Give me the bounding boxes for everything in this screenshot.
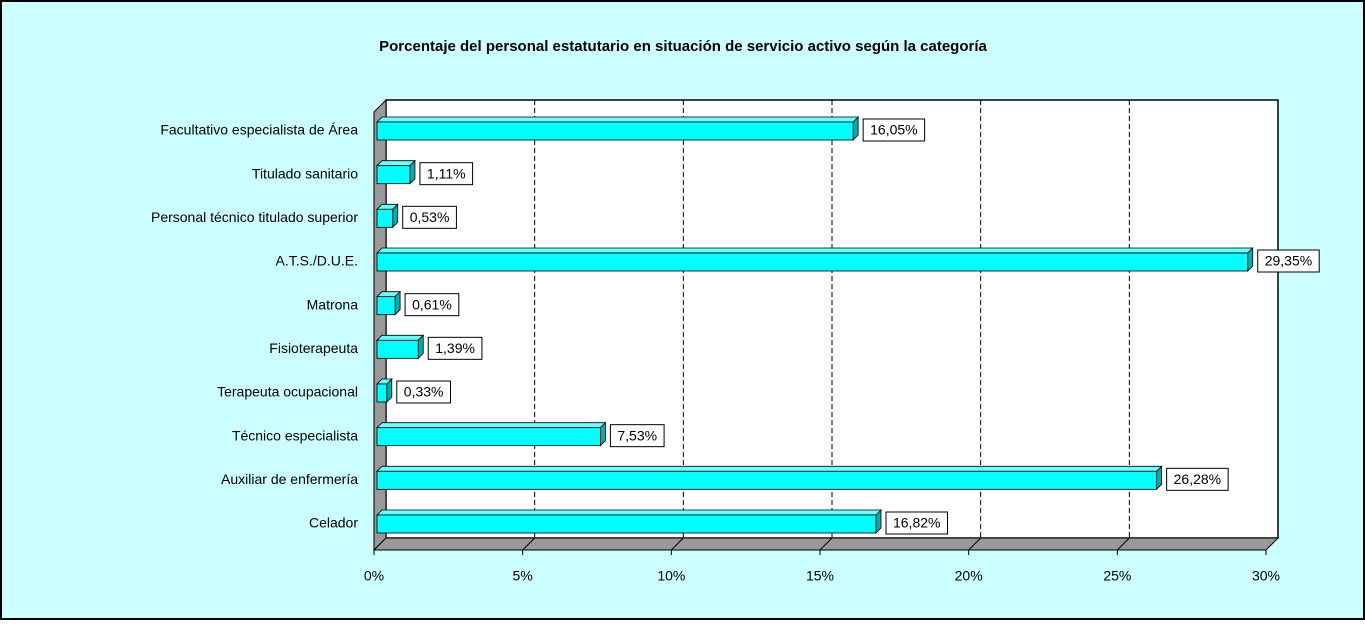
value-label-box bbox=[1257, 249, 1320, 273]
y-tick-label: Técnico especialista bbox=[232, 427, 358, 443]
x-tick-label: 10% bbox=[657, 568, 685, 584]
value-label-box bbox=[1166, 467, 1229, 491]
value-label: 1,11% bbox=[427, 165, 466, 181]
value-label-box bbox=[402, 205, 457, 229]
value-label: 0,53% bbox=[410, 209, 450, 225]
bar bbox=[376, 427, 601, 447]
bar bbox=[376, 252, 1249, 272]
bar bbox=[376, 470, 1158, 490]
value-label-box bbox=[396, 380, 451, 404]
x-tick-label: 30% bbox=[1252, 568, 1280, 584]
grid-line bbox=[670, 537, 684, 551]
y-tick-label: A.T.S./D.U.E. bbox=[276, 253, 358, 269]
value-label: 7,53% bbox=[617, 427, 657, 443]
y-tick-label: Fisioterapeuta bbox=[269, 340, 358, 356]
y-tick-label: Personal técnico titulado superior bbox=[151, 209, 358, 225]
grid-line bbox=[522, 537, 536, 551]
bar-top bbox=[376, 247, 1254, 254]
y-tick-label: Titulado sanitario bbox=[252, 165, 358, 181]
value-label: 0,61% bbox=[412, 296, 452, 312]
bar-top bbox=[376, 422, 607, 429]
bar bbox=[376, 121, 854, 141]
bar bbox=[376, 383, 388, 403]
grid-line bbox=[1116, 537, 1130, 551]
value-label-box bbox=[419, 162, 474, 186]
chart-title: Porcentaje del personal estatutario en s… bbox=[379, 38, 987, 55]
y-tick-label: Matrona bbox=[307, 296, 359, 312]
value-label: 26,28% bbox=[1174, 471, 1221, 487]
value-label-box bbox=[404, 293, 460, 317]
x-tick-label: 5% bbox=[513, 568, 533, 584]
bar-top bbox=[376, 160, 416, 167]
x-tick-label: 0% bbox=[364, 568, 384, 584]
value-label-box bbox=[609, 424, 665, 448]
value-label: 0,33% bbox=[404, 384, 444, 400]
value-label: 16,05% bbox=[870, 122, 917, 138]
bar bbox=[376, 165, 411, 185]
value-label: 16,82% bbox=[893, 515, 940, 531]
bar-top bbox=[376, 509, 882, 516]
bar bbox=[376, 296, 396, 316]
bar-top bbox=[376, 334, 425, 341]
y-tick-label: Auxiliar de enfermería bbox=[221, 471, 358, 487]
value-label-box bbox=[885, 511, 948, 535]
value-label: 1,39% bbox=[435, 340, 475, 356]
bar-top bbox=[376, 116, 860, 123]
bar-top bbox=[376, 465, 1163, 472]
bar bbox=[376, 514, 877, 534]
y-tick-label: Celador bbox=[309, 515, 358, 531]
grid-line bbox=[968, 537, 982, 551]
value-label-box bbox=[862, 118, 926, 142]
x-tick-label: 25% bbox=[1103, 568, 1131, 584]
x-tick-label: 15% bbox=[806, 568, 834, 584]
y-tick-label: Terapeuta ocupacional bbox=[217, 384, 358, 400]
y-tick-label: Facultativo especialista de Área bbox=[160, 122, 358, 138]
x-tick-label: 20% bbox=[955, 568, 983, 584]
value-label: 29,35% bbox=[1265, 253, 1312, 269]
grid-line bbox=[819, 537, 833, 551]
bar bbox=[376, 208, 394, 228]
bar bbox=[376, 339, 419, 359]
value-label-box bbox=[427, 336, 483, 360]
